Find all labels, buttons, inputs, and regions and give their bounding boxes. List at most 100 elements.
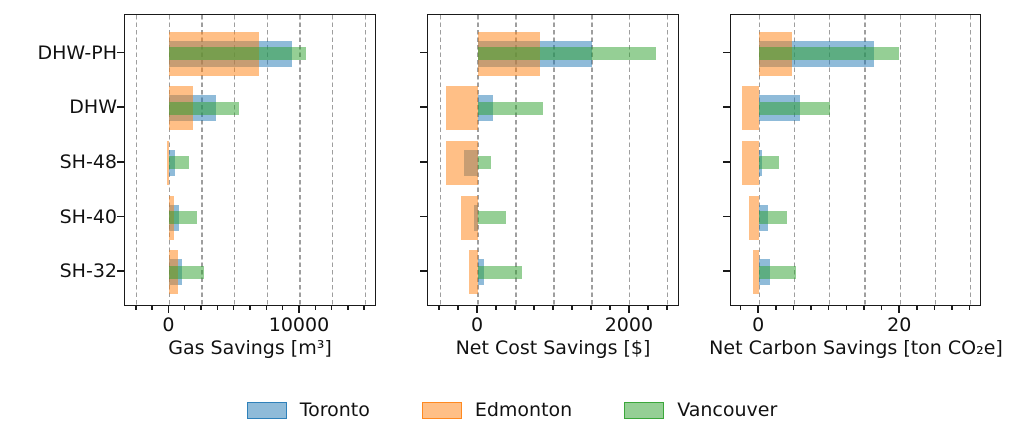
x-minor-tick bbox=[135, 306, 137, 310]
y-tick bbox=[723, 106, 730, 109]
net-cost-savings-panel: 0 2000 bbox=[420, 14, 679, 335]
x-minor-tick bbox=[363, 306, 365, 310]
bar-edmonton bbox=[460, 195, 479, 240]
plot-area bbox=[124, 14, 376, 306]
x-minor-tick bbox=[495, 306, 497, 310]
plot-area bbox=[427, 14, 679, 306]
gridline bbox=[553, 15, 555, 305]
y-tick bbox=[723, 215, 730, 218]
legend-item-vancouver: Vancouver bbox=[624, 399, 777, 421]
y-tick bbox=[420, 51, 427, 54]
x-minor-tick bbox=[880, 306, 883, 310]
x-minor-tick bbox=[810, 306, 812, 310]
legend-item-toronto: Toronto bbox=[246, 399, 370, 421]
bar-vancouver bbox=[169, 156, 189, 170]
net-carbon-savings-panel: 0 20 bbox=[723, 14, 981, 335]
x-minor-tick bbox=[827, 306, 830, 310]
bar-vancouver bbox=[759, 265, 796, 279]
x-minor-tick bbox=[845, 306, 848, 310]
y-category-label-dhw-ph: DHW-PH bbox=[37, 41, 117, 64]
x-tick-label: 0 bbox=[752, 314, 765, 336]
x-tick-label: 0 bbox=[162, 314, 175, 336]
x-major-tick bbox=[898, 306, 900, 313]
gas-savings-panel: 0 10000 bbox=[117, 14, 376, 335]
edmonton-swatch-icon bbox=[421, 401, 462, 419]
vancouver-swatch-icon bbox=[624, 401, 665, 419]
gridline bbox=[970, 15, 972, 305]
bar-vancouver bbox=[759, 211, 788, 225]
x-tick-label: 0 bbox=[471, 314, 484, 336]
bar-vancouver bbox=[169, 47, 307, 60]
bar-vancouver bbox=[759, 156, 779, 170]
gridline bbox=[629, 15, 631, 305]
x-minor-tick bbox=[739, 306, 742, 310]
x-minor-tick bbox=[151, 306, 153, 310]
x-minor-tick bbox=[571, 306, 573, 310]
x-major-tick bbox=[167, 306, 170, 313]
x-minor-tick bbox=[281, 306, 284, 310]
y-tick bbox=[420, 215, 427, 218]
x-major-tick bbox=[757, 306, 759, 313]
gridline bbox=[864, 15, 866, 305]
x-minor-tick bbox=[590, 306, 592, 310]
x-major-tick bbox=[628, 306, 630, 313]
bar-edmonton bbox=[446, 140, 479, 185]
x-minor-tick bbox=[647, 306, 649, 310]
x-minor-tick bbox=[347, 306, 349, 310]
y-tick bbox=[117, 270, 124, 273]
bar-vancouver bbox=[169, 265, 204, 279]
x-tick-label: 10000 bbox=[268, 314, 330, 336]
x-minor-tick bbox=[609, 306, 611, 310]
gridline bbox=[332, 15, 334, 305]
legend-label-vancouver: Vancouver bbox=[677, 399, 778, 421]
x-minor-tick bbox=[265, 306, 268, 310]
x-tick-label: 2000 bbox=[604, 314, 654, 336]
x-minor-tick bbox=[183, 306, 186, 310]
bar-vancouver bbox=[478, 265, 523, 279]
x-major-tick bbox=[476, 306, 478, 313]
gridline bbox=[934, 15, 937, 305]
bar-vancouver bbox=[478, 101, 544, 115]
x-axis-label-carbon: Net Carbon Savings [ton CO₂e] bbox=[709, 337, 1003, 359]
y-tick bbox=[117, 106, 124, 109]
bar-vancouver bbox=[169, 211, 197, 225]
x-minor-tick bbox=[457, 306, 459, 310]
x-minor-tick bbox=[775, 306, 777, 310]
x-major-tick bbox=[298, 306, 300, 313]
gridline bbox=[136, 15, 138, 305]
y-category-label-sh-48: SH-48 bbox=[59, 150, 117, 173]
x-tick-label: 20 bbox=[887, 314, 912, 336]
legend-label-toronto: Toronto bbox=[299, 399, 370, 421]
x-minor-tick bbox=[438, 306, 440, 310]
y-category-label-dhw: DHW bbox=[69, 96, 117, 119]
gridline bbox=[667, 15, 669, 305]
bar-edmonton bbox=[752, 250, 760, 295]
x-axis-label-cost: Net Cost Savings [$] bbox=[455, 337, 651, 359]
bar-edmonton bbox=[468, 250, 479, 295]
y-tick bbox=[420, 161, 427, 163]
x-minor-tick bbox=[249, 306, 251, 310]
x-minor-tick bbox=[933, 306, 936, 310]
y-tick bbox=[723, 51, 730, 54]
x-minor-tick bbox=[216, 306, 219, 310]
gridline bbox=[299, 15, 301, 305]
x-minor-tick bbox=[792, 306, 795, 310]
gridline bbox=[364, 15, 366, 305]
bar-edmonton bbox=[446, 86, 479, 131]
legend-item-edmonton: Edmonton bbox=[421, 399, 572, 421]
bar-edmonton bbox=[167, 140, 170, 185]
x-minor-tick bbox=[533, 306, 535, 310]
plot-area bbox=[730, 14, 981, 306]
x-minor-tick bbox=[951, 306, 953, 310]
bar-edmonton bbox=[749, 195, 760, 240]
gridline bbox=[201, 15, 203, 305]
x-minor-tick bbox=[863, 306, 865, 310]
x-minor-tick bbox=[514, 306, 516, 310]
y-tick bbox=[723, 270, 730, 273]
bar-vancouver bbox=[759, 47, 899, 60]
legend: Toronto Edmonton Vancouver bbox=[0, 399, 1024, 421]
y-tick bbox=[723, 161, 730, 163]
bar-vancouver bbox=[759, 101, 830, 115]
y-category-label-sh-32: SH-32 bbox=[59, 260, 117, 283]
x-minor-tick bbox=[666, 306, 668, 310]
